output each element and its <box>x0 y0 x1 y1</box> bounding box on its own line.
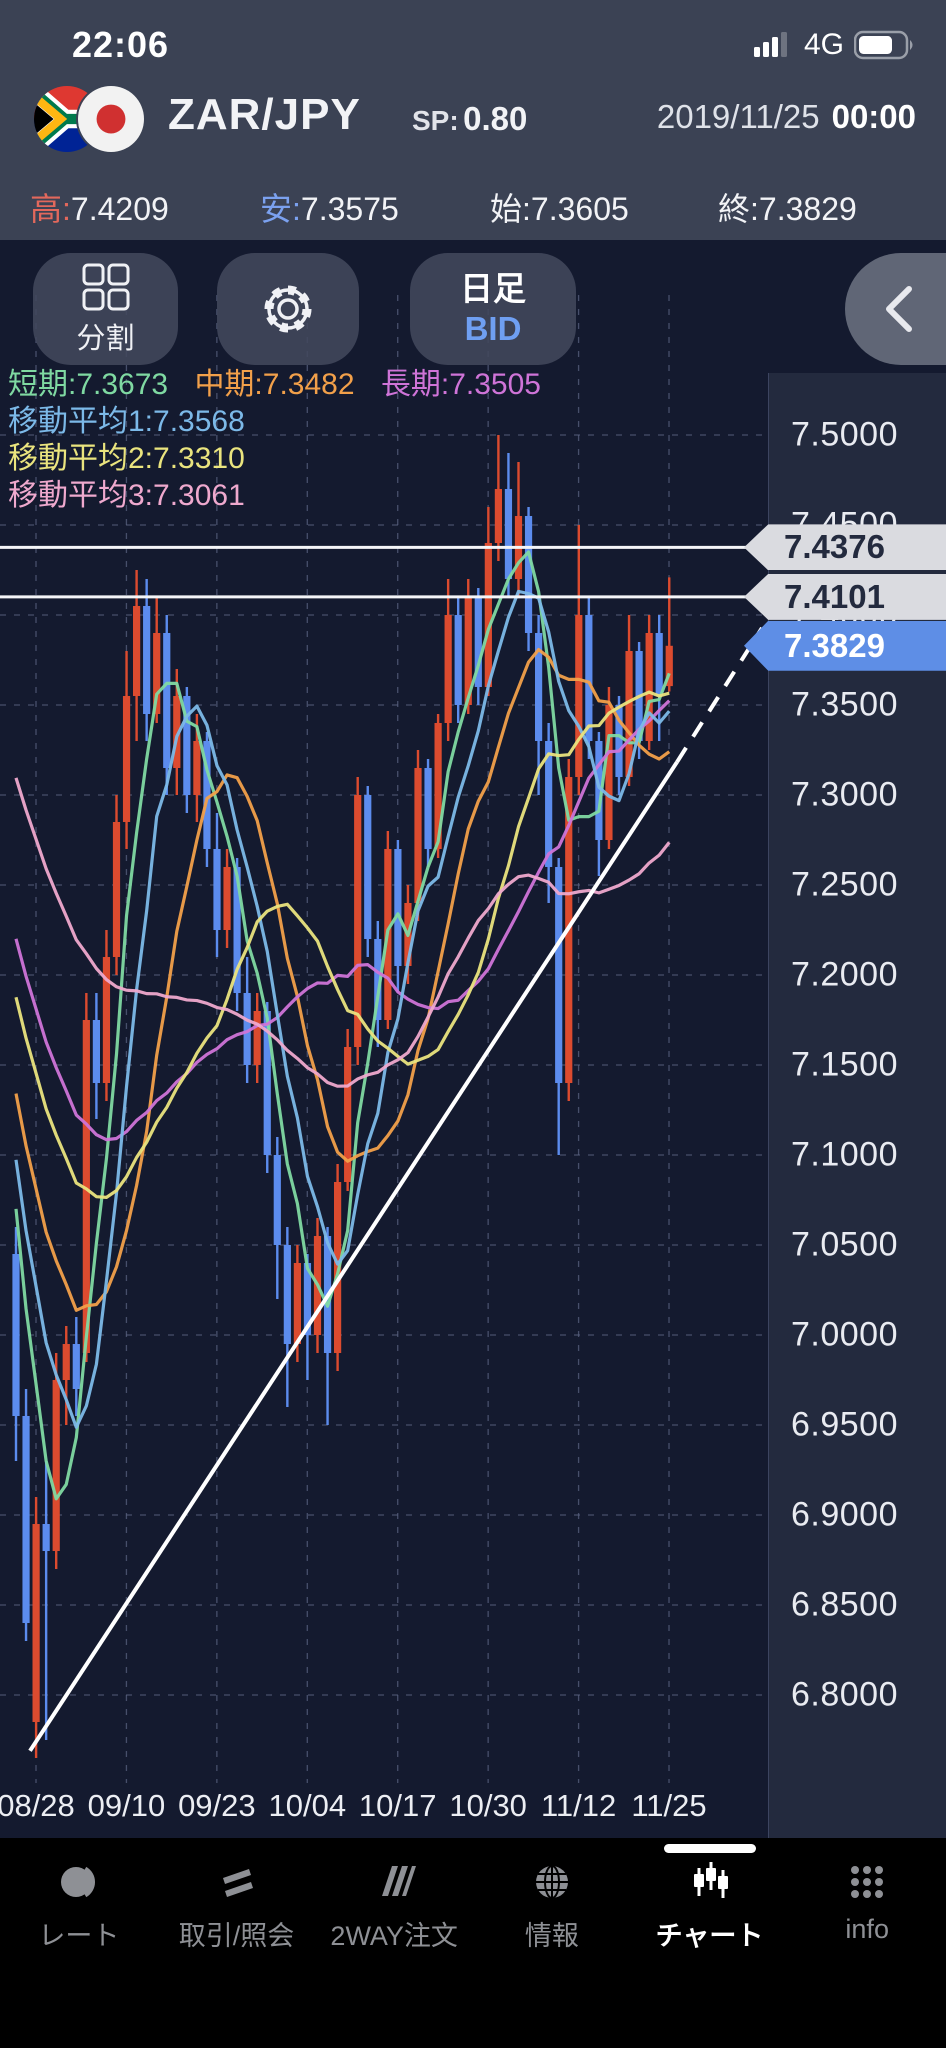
price-axis-label: 6.8000 <box>791 1675 898 1714</box>
price-line-tag: 7.4101 <box>744 573 946 620</box>
chart-toolbar: 分割 日足 BID <box>0 253 946 365</box>
chevron-left-icon <box>886 286 912 332</box>
active-tab-indicator <box>664 1844 756 1853</box>
price-axis-label: 7.2000 <box>791 955 898 994</box>
price-axis-label: 7.5000 <box>791 415 898 454</box>
ohlc-row: 高:7.4209 安:7.3575 始:7.3605 終:7.3829 <box>0 176 946 232</box>
nav-trade-inquiry[interactable]: 取引/照会 <box>158 1838 316 1968</box>
price-axis-panel[interactable]: 7.50007.45007.40007.35007.30007.25007.20… <box>768 373 946 2023</box>
split-view-button[interactable]: 分割 <box>33 253 178 365</box>
spread: SP: 0.80 <box>412 100 528 137</box>
gear-icon <box>264 285 312 333</box>
pair-title: ZAR/JPY <box>168 90 361 139</box>
nav-news[interactable]: 情報 <box>473 1838 631 1968</box>
price-axis-label: 7.3000 <box>791 775 898 814</box>
price-axis-label: 7.0000 <box>791 1315 898 1354</box>
price-axis-label: 6.9500 <box>791 1405 898 1444</box>
current-price-tag: 7.3829 <box>744 620 946 671</box>
price-axis-label: 7.2500 <box>791 865 898 904</box>
price-line-tag: 7.4376 <box>744 524 946 571</box>
info-grid-icon <box>851 1866 884 1898</box>
instrument-row: ZAR/JPY SP: 0.80 2019/11/25 00:00 <box>0 82 946 158</box>
bar-datetime: 2019/11/25 00:00 <box>656 98 916 135</box>
ohlc-open: 始:7.3605 <box>490 191 629 227</box>
timeframe-bid-button[interactable]: 日足 BID <box>410 253 576 365</box>
nav-2way-order[interactable]: 2WAY注文 <box>315 1838 473 1968</box>
news-icon <box>535 1865 568 1899</box>
x-axis-label: 10/30 <box>449 1788 527 1823</box>
price-axis-label: 7.3500 <box>791 685 898 724</box>
price-chart-svg[interactable] <box>0 240 946 1838</box>
x-axis-label: 09/23 <box>178 1788 256 1823</box>
header: 22:06 4G <box>0 0 946 240</box>
price-axis-label: 7.1000 <box>791 1135 898 1174</box>
x-axis-label: 11/12 <box>540 1788 617 1823</box>
two-way-order-icon <box>382 1866 417 1896</box>
nav-rates[interactable]: レート <box>0 1838 158 1968</box>
ohlc-close: 終:7.3829 <box>718 191 857 227</box>
price-axis-label: 6.8500 <box>791 1585 898 1624</box>
ohlc-high: 高:7.4209 <box>30 191 169 227</box>
ohlc-low: 安:7.3575 <box>260 191 399 227</box>
clock: 22:06 <box>72 24 170 65</box>
currency-flags <box>34 84 152 154</box>
price-axis-label: 6.9000 <box>791 1495 898 1534</box>
x-axis-label: 11/25 <box>631 1788 707 1823</box>
settings-button[interactable] <box>217 253 359 365</box>
grid-split-icon <box>82 263 129 311</box>
price-axis-label: 7.0500 <box>791 1225 898 1264</box>
x-axis-label: 08/28 <box>0 1788 75 1823</box>
rates-icon <box>60 1866 95 1898</box>
chart-icon <box>693 1862 728 1898</box>
network-type: 4G <box>803 28 844 61</box>
x-axis-label: 09/10 <box>87 1788 166 1823</box>
bottom-nav: レート 取引/照会 2WAY注文 <box>0 1838 946 2048</box>
price-axis-label: 7.1500 <box>791 1045 898 1084</box>
nav-info[interactable]: info <box>788 1838 946 1968</box>
signal-bars-icon <box>753 32 787 57</box>
chart-area: 7.50007.45007.40007.35007.30007.25007.20… <box>0 240 946 2023</box>
nav-chart[interactable]: チャート <box>631 1838 789 1968</box>
status-bar: 22:06 4G <box>0 0 946 78</box>
japan-flag-icon <box>78 86 144 152</box>
trade-icon <box>222 1869 253 1897</box>
x-axis-label: 10/17 <box>358 1788 437 1823</box>
battery-icon <box>854 30 913 60</box>
collapse-panel-button[interactable] <box>845 253 946 365</box>
x-axis-label: 10/04 <box>268 1788 347 1823</box>
